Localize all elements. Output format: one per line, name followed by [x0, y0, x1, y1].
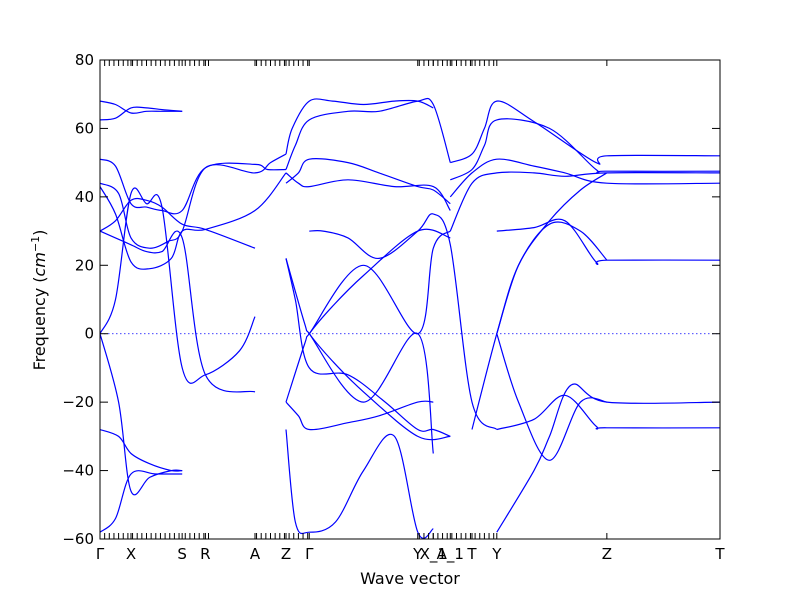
y-axis-ticks: −60 −40 −20 0 20 40 60 80 — [62, 51, 720, 548]
x-tick-label: T — [466, 545, 477, 563]
x-tick-label: Γ — [305, 545, 314, 563]
x-axis-ticks: Γ X S R A Z Γ YX_1A_1 T Y Z T — [96, 60, 725, 564]
band-line-24 — [450, 100, 720, 165]
x-tick-label: Y — [412, 545, 423, 563]
band-line-8 — [100, 187, 256, 384]
x-tick-label: Y — [491, 545, 502, 563]
y-tick-label: 80 — [75, 51, 94, 69]
band-line-6 — [100, 197, 256, 249]
y-tick-label: −60 — [62, 530, 94, 548]
x-axis-title: Wave vector — [360, 569, 460, 588]
band-line-3 — [100, 158, 287, 215]
y-tick-label: 20 — [75, 256, 94, 274]
band-line-18 — [285, 429, 434, 539]
x-tick-label: A — [250, 545, 261, 563]
band-line-29 — [496, 172, 608, 334]
plot-frame — [99, 59, 721, 540]
band-line-13 — [285, 97, 451, 170]
x-tick-label: S — [177, 545, 187, 563]
band-line-15 — [285, 172, 451, 211]
band-line-16 — [285, 258, 451, 437]
band-line-26 — [449, 158, 720, 198]
band-line-25 — [450, 118, 720, 181]
y-axis-title: Frequency (cm−1) — [29, 230, 49, 371]
band-line-10 — [100, 428, 183, 472]
band-line-30 — [496, 333, 608, 461]
band-line-23 — [309, 213, 498, 430]
y-tick-label: 40 — [75, 188, 94, 206]
y-axis-unit: cm — [30, 252, 49, 276]
y-tick-label: −40 — [62, 462, 94, 480]
band-line-11 — [100, 470, 183, 533]
band-line-20 — [285, 258, 451, 441]
band-line-31 — [496, 394, 720, 431]
x-tick-label: R — [200, 545, 210, 563]
band-line-14 — [285, 158, 451, 205]
band-line-5 — [100, 172, 287, 270]
band-line-7 — [100, 230, 256, 393]
y-axis-title-text: Frequency — [30, 288, 49, 371]
band-line-22 — [308, 332, 434, 454]
band-line-1 — [100, 100, 183, 114]
y-tick-label: −20 — [62, 393, 94, 411]
x-tick-label: A_1 — [437, 545, 464, 564]
x-tick-label: Z — [602, 545, 612, 563]
band-line-21 — [308, 230, 451, 335]
band-line-4 — [100, 153, 287, 249]
band-line-27 — [449, 171, 720, 232]
band-line-32 — [496, 383, 720, 533]
band-line-17 — [285, 400, 434, 431]
x-tick-label: X_1 — [420, 545, 447, 564]
x-tick-label: T — [714, 545, 725, 563]
x-tick-label: Z — [281, 545, 291, 563]
plot-area — [100, 97, 720, 539]
band-line-2 — [100, 106, 183, 121]
band-line-33 — [471, 221, 608, 430]
x-tick-label: X — [126, 545, 136, 563]
band-line-28 — [496, 218, 720, 266]
y-tick-label: 60 — [75, 119, 94, 137]
y-axis-unit-exp: −1 — [29, 236, 42, 252]
y-tick-label: 0 — [84, 325, 94, 343]
x-tick-label: Γ — [96, 545, 105, 563]
band-line-12 — [285, 98, 434, 155]
